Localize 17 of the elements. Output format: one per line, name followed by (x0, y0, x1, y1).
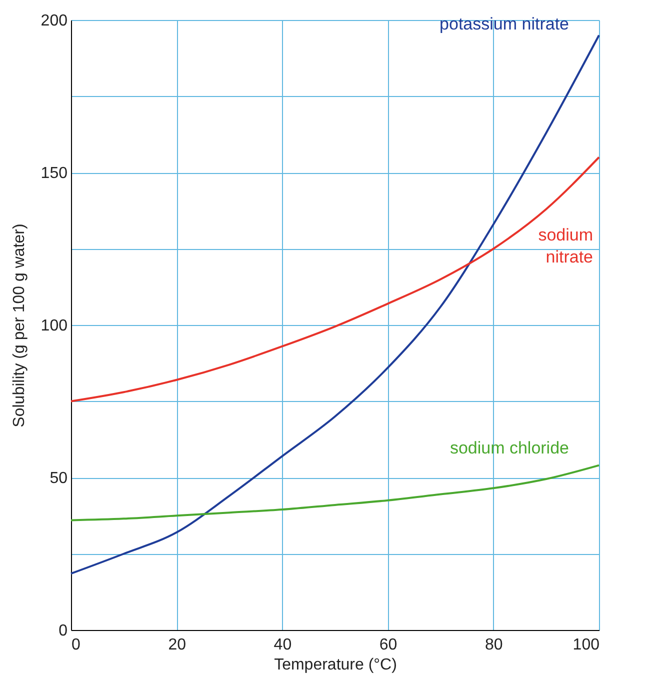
y-tick-label: 100 (40, 318, 68, 334)
x-tick-label: 80 (485, 636, 503, 654)
y-tick-label: 200 (40, 12, 68, 30)
line-series (70, 464, 600, 522)
series-label: sodium nitrate (538, 225, 593, 266)
line-series (70, 34, 600, 575)
x-tick-label: 20 (168, 636, 186, 654)
x-tick-label: 100 (572, 636, 600, 654)
y-tick-label: 50 (50, 470, 68, 487)
x-tick-label: 0 (72, 636, 80, 654)
x-axis-title: Temperature (°C) (274, 656, 397, 674)
y-tick-label: 0 (58, 622, 68, 640)
x-tick-label: 60 (379, 636, 398, 654)
line-series (70, 156, 600, 402)
y-axis-title: Solubility (g per 100 g water) (10, 224, 28, 428)
x-tick-label: 40 (274, 636, 292, 654)
y-tick-label: 150 (40, 165, 68, 182)
